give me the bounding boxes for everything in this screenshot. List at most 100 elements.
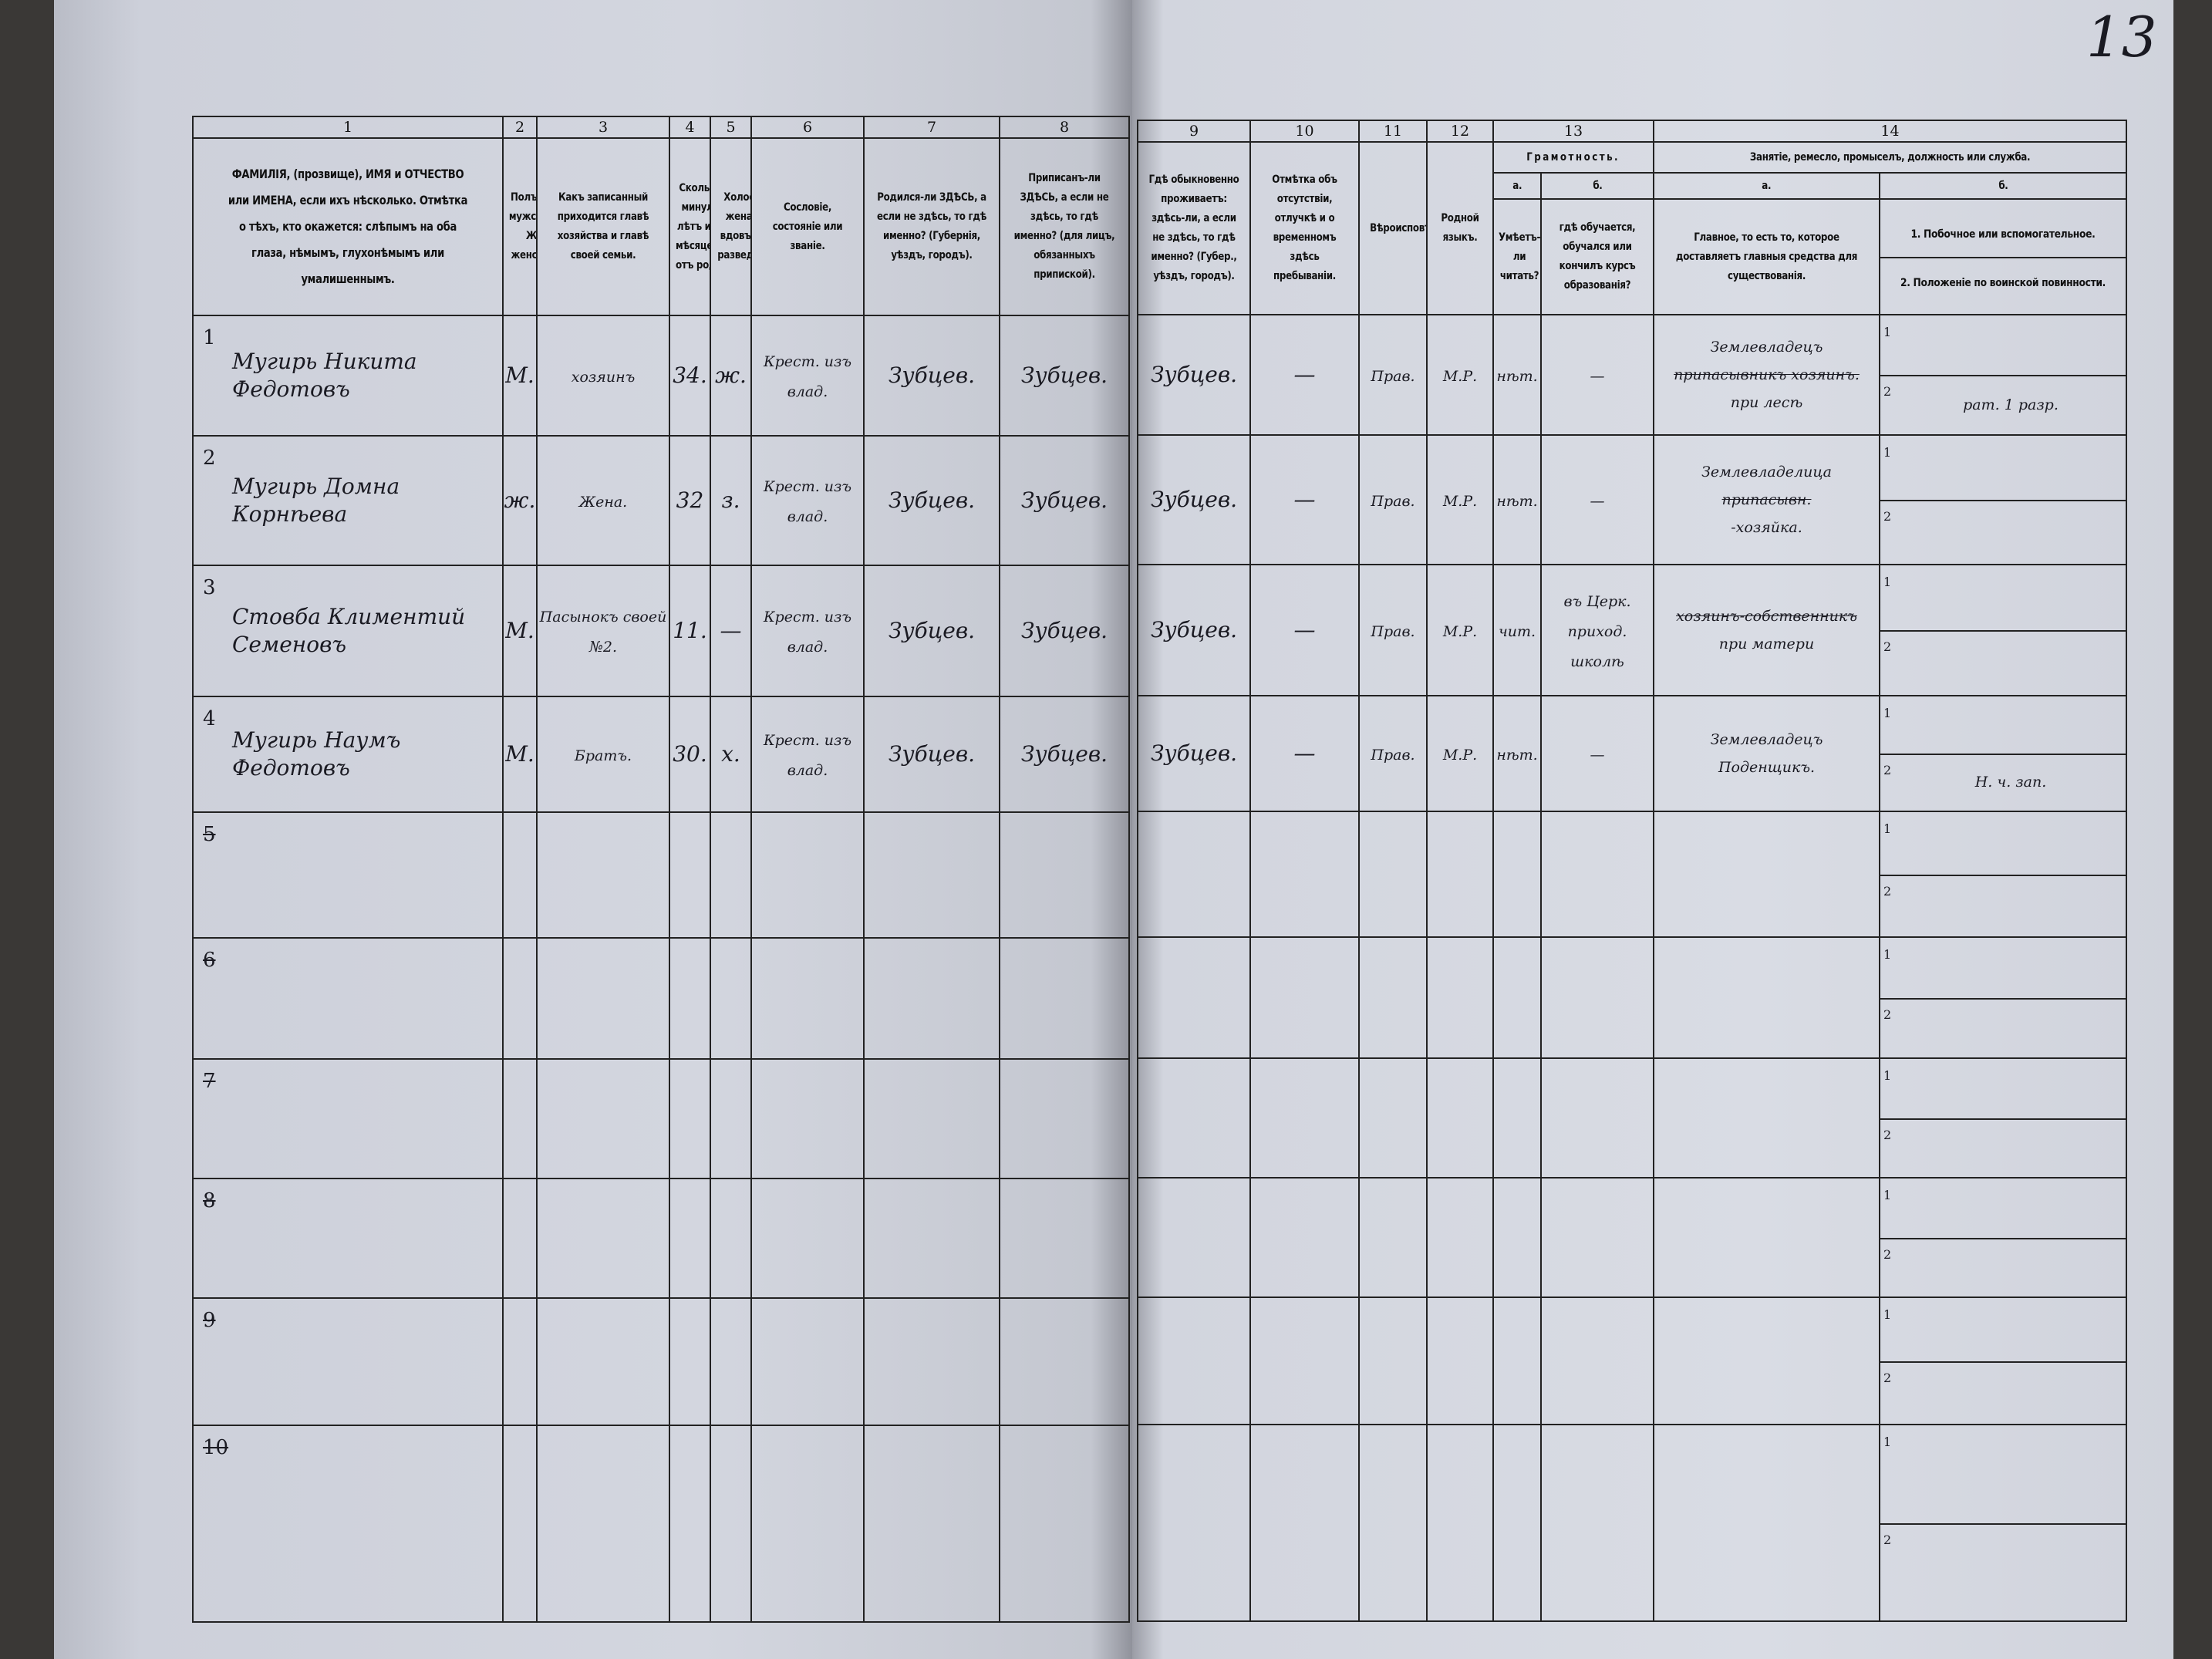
cell-reads — [1492, 811, 1542, 938]
military-status-cell: 2 — [1881, 1523, 2125, 1620]
sub-number-1: 1 — [1883, 575, 1892, 589]
value-registered: Зубцев. — [1020, 487, 1108, 513]
side-occupation-cell: 1 — [1881, 939, 2125, 1000]
cell-age — [669, 1425, 711, 1623]
value-registered: Зубцев. — [1020, 618, 1108, 643]
column-number-12-text: 12 — [1450, 123, 1470, 140]
value-school: въ Церк. приход. школѣ — [1563, 592, 1631, 670]
column-number-4: 4 — [669, 116, 711, 139]
cell-estate — [750, 1178, 865, 1299]
column-header-10: Отмѣтка объ отсутствіи, отлучкѣ и о врем… — [1249, 141, 1360, 315]
occupation-a-label: а. — [1653, 172, 1880, 200]
cell-relation — [536, 1297, 670, 1426]
value-absence: — — [1293, 740, 1316, 766]
column-number-2-text: 2 — [514, 119, 525, 136]
value-name: Мугирь Никита Федотовъ — [232, 349, 417, 402]
column-number-5: 5 — [710, 116, 752, 139]
page-number: 13 — [2086, 5, 2157, 69]
side-occupation-cell: 1 — [1881, 1060, 2125, 1120]
cell-reads: нѣт. — [1492, 314, 1542, 436]
cell-language: М.Р. — [1426, 695, 1494, 812]
person-row: 6 — [192, 937, 1130, 1060]
cell-absence — [1249, 1057, 1360, 1178]
value-occupation-main: Землевладелица — [1701, 464, 1832, 481]
cell-language: М.Р. — [1426, 434, 1494, 565]
cell-reads — [1492, 936, 1542, 1059]
column-header-6-text: Сословіе, состояніе или званіе. — [772, 201, 843, 252]
person-row: 7 — [192, 1058, 1130, 1179]
row-number: 5 — [203, 823, 216, 846]
cell-name: 5 — [192, 811, 504, 939]
value-occupation-note: при матери — [1718, 636, 1815, 652]
header-row: ФАМИЛІЯ, (прозвище), ИМЯ и ОТЧЕСТВО или … — [192, 137, 1130, 316]
value-occupation-main: Землевладецъ — [1710, 339, 1823, 356]
column-header-1: ФАМИЛІЯ, (прозвище), ИМЯ и ОТЧЕСТВО или … — [192, 137, 504, 316]
cell-marital: з. — [710, 435, 752, 566]
value-religion: Прав. — [1371, 367, 1415, 385]
value-resides: Зубцев. — [1150, 362, 1238, 387]
cell-estate: Крест. изъ влад. — [750, 696, 865, 813]
column-number-3: 3 — [536, 116, 670, 139]
value-language: М.Р. — [1442, 367, 1478, 385]
occupation-title: Занятіе, ремесло, промыселъ, должность и… — [1653, 141, 2127, 174]
cell-language — [1426, 1424, 1494, 1622]
column-number-7: 7 — [863, 116, 1000, 139]
side-occupation-cell: 1 — [1881, 566, 2125, 632]
value-relation: Братъ. — [574, 747, 632, 764]
value-registered: Зубцев. — [1020, 362, 1108, 388]
column-header-2-text: Полъ. М-мужской. Ж-женскій. — [508, 191, 537, 261]
occupation-b-label: б. — [1879, 172, 2127, 200]
cell-age: 34. — [669, 315, 711, 437]
row-number: 1 — [203, 326, 216, 349]
cell-estate — [750, 811, 865, 939]
occupation-b1: 1. Побочное или вспомогательное. — [1881, 201, 2125, 258]
military-status-cell: 2 — [1881, 1118, 2125, 1177]
column-header-11-text: Вѣроисповѣданіе. — [1370, 221, 1425, 234]
value-reads: нѣт. — [1496, 492, 1538, 510]
cell-occupation-side: 1 2 рат. 1 разр. — [1879, 314, 2127, 436]
cell-relation: Братъ. — [536, 696, 670, 813]
value-sex: М. — [505, 618, 534, 643]
sub-number-2: 2 — [1883, 1127, 1892, 1142]
cell-school — [1540, 936, 1654, 1059]
column-header-2: Полъ. М-мужской. Ж-женскій. — [502, 137, 538, 316]
column-number-2: 2 — [502, 116, 538, 139]
cell-occupation-main: Землевладелица припасывн. -хозяйка. — [1653, 434, 1880, 565]
sub-number-2: 2 — [1883, 1370, 1892, 1385]
literacy-b-header-text: гдѣ обучается, обучался или кончилъ курс… — [1559, 221, 1636, 292]
column-number-12: 12 — [1426, 120, 1494, 143]
military-status-cell: 2 — [1881, 1361, 2125, 1424]
person-row: 8 — [192, 1178, 1130, 1299]
cell-registered — [999, 1058, 1130, 1179]
cell-absence — [1249, 1297, 1360, 1425]
column-number-6-text: 6 — [802, 119, 813, 136]
cell-absence: — — [1249, 695, 1360, 812]
person-row: 3 Стовба Климентий Семеновъ М. Пасынокъ сво… — [192, 565, 1130, 697]
value-military: рат. 1 разр. — [1963, 396, 2059, 413]
value-absence: — — [1293, 487, 1316, 512]
column-header-9-text: Гдѣ обыкновенно проживаетъ: здѣсь-ли, а … — [1148, 174, 1239, 282]
value-resides: Зубцев. — [1150, 487, 1238, 512]
column-number-8-text: 8 — [1059, 119, 1070, 136]
occupation-b2-text: 2. Положеніе по воинской повинности. — [1900, 277, 2106, 290]
cell-reads — [1492, 1057, 1542, 1178]
cell-absence — [1249, 1424, 1360, 1622]
value-born: Зубцев. — [888, 362, 976, 388]
column-header-12: Родной языкъ. — [1426, 141, 1494, 315]
cell-resides: Зубцев. — [1137, 695, 1251, 812]
person-row: 1 Мугирь Никита Федотовъ М. хозяинъ 34. ж. Кре… — [192, 315, 1130, 437]
column-number-9: 9 — [1137, 120, 1251, 143]
column-number-13: 13 — [1492, 120, 1654, 143]
column-number-11: 11 — [1358, 120, 1428, 143]
cell-age: 32 — [669, 435, 711, 566]
sub-number-1: 1 — [1883, 821, 1892, 836]
column-header-4-text: Сколько минуло лѣтъ или мѣсяцевъ отъ род… — [676, 181, 710, 271]
cell-name: 10 — [192, 1425, 504, 1623]
sub-number-1: 1 — [1883, 1435, 1892, 1449]
